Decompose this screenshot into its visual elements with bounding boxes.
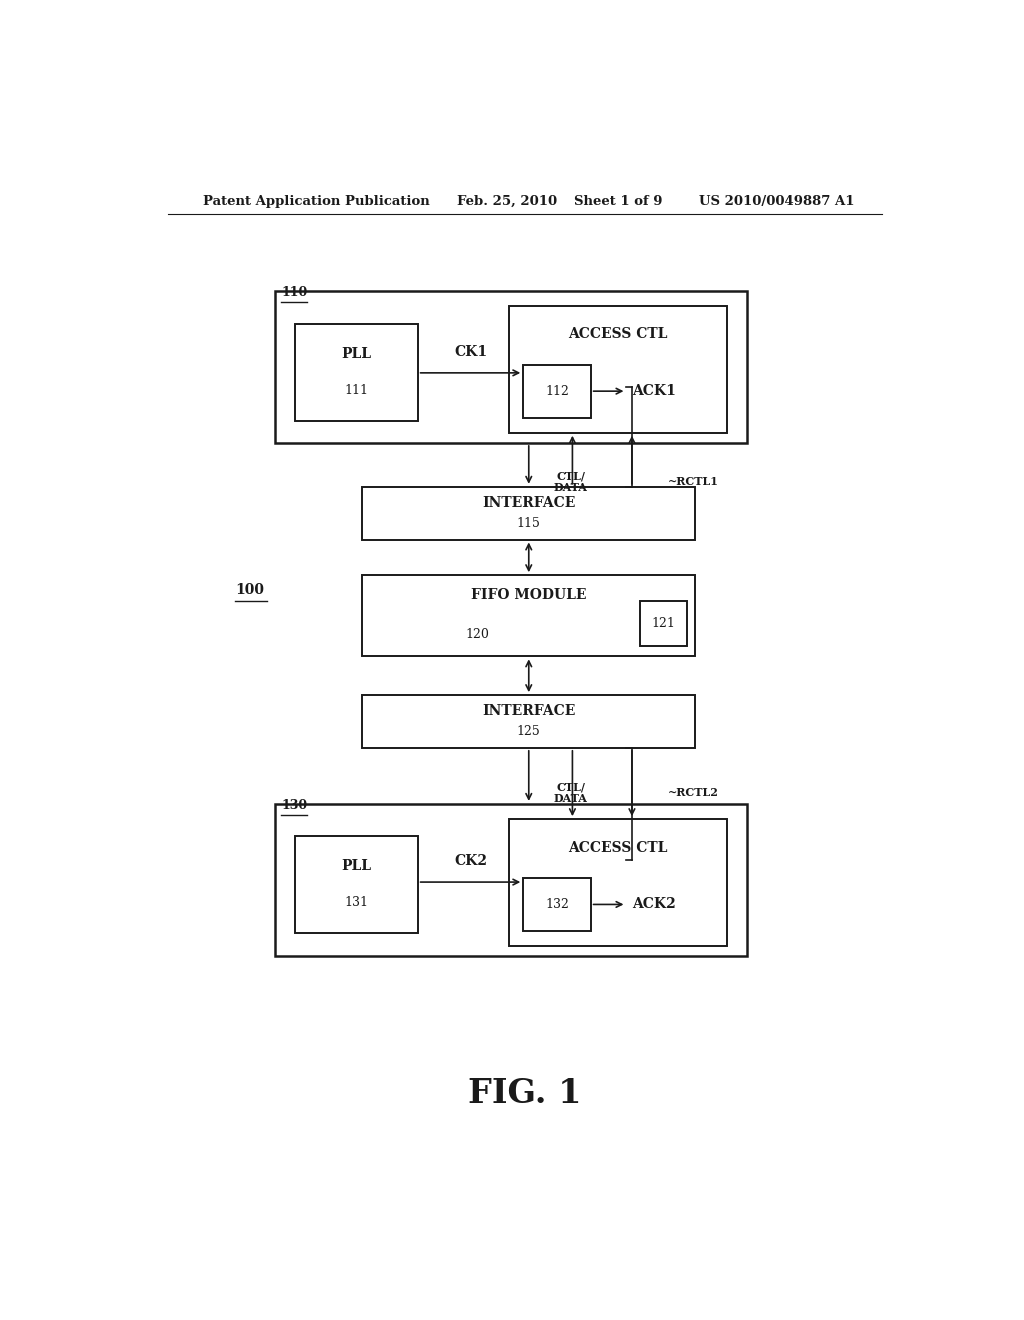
Text: FIG. 1: FIG. 1 — [468, 1077, 582, 1110]
Text: ACCESS CTL: ACCESS CTL — [568, 327, 668, 342]
Text: 112: 112 — [545, 384, 569, 397]
Text: 120: 120 — [465, 627, 489, 640]
Text: 110: 110 — [282, 285, 307, 298]
Text: 100: 100 — [236, 583, 264, 598]
Bar — [509, 306, 727, 433]
Text: INTERFACE: INTERFACE — [482, 496, 575, 510]
Bar — [523, 878, 591, 931]
Text: CK1: CK1 — [454, 345, 487, 359]
Bar — [362, 487, 695, 540]
Bar — [362, 576, 695, 656]
Text: ~RCTL1: ~RCTL1 — [668, 477, 719, 487]
Text: ~RCTL2: ~RCTL2 — [668, 787, 719, 799]
Bar — [362, 696, 695, 748]
Text: CK2: CK2 — [454, 854, 487, 867]
Bar — [523, 364, 591, 417]
Text: 130: 130 — [282, 799, 307, 812]
Text: INTERFACE: INTERFACE — [482, 705, 575, 718]
Text: PLL: PLL — [341, 859, 371, 874]
Text: ACK1: ACK1 — [632, 384, 676, 399]
Bar — [509, 818, 727, 946]
Text: 125: 125 — [517, 725, 541, 738]
Text: FIFO MODULE: FIFO MODULE — [471, 589, 587, 602]
Bar — [295, 837, 418, 933]
Bar — [640, 601, 687, 647]
Text: Patent Application Publication: Patent Application Publication — [204, 194, 430, 207]
Text: Feb. 25, 2010: Feb. 25, 2010 — [458, 194, 557, 207]
Text: CTL/
DATA: CTL/ DATA — [554, 781, 588, 804]
Text: 111: 111 — [344, 384, 369, 397]
Text: 131: 131 — [344, 896, 369, 909]
Text: PLL: PLL — [341, 347, 371, 362]
Text: US 2010/0049887 A1: US 2010/0049887 A1 — [699, 194, 855, 207]
Text: Sheet 1 of 9: Sheet 1 of 9 — [574, 194, 663, 207]
Bar — [274, 804, 748, 956]
Bar — [274, 290, 748, 444]
Text: 121: 121 — [651, 616, 676, 630]
Text: ACCESS CTL: ACCESS CTL — [568, 841, 668, 854]
Text: 115: 115 — [517, 517, 541, 529]
Bar — [295, 325, 418, 421]
Text: 132: 132 — [545, 898, 569, 911]
Text: ACK2: ACK2 — [632, 898, 676, 911]
Text: CTL/
DATA: CTL/ DATA — [554, 470, 588, 494]
